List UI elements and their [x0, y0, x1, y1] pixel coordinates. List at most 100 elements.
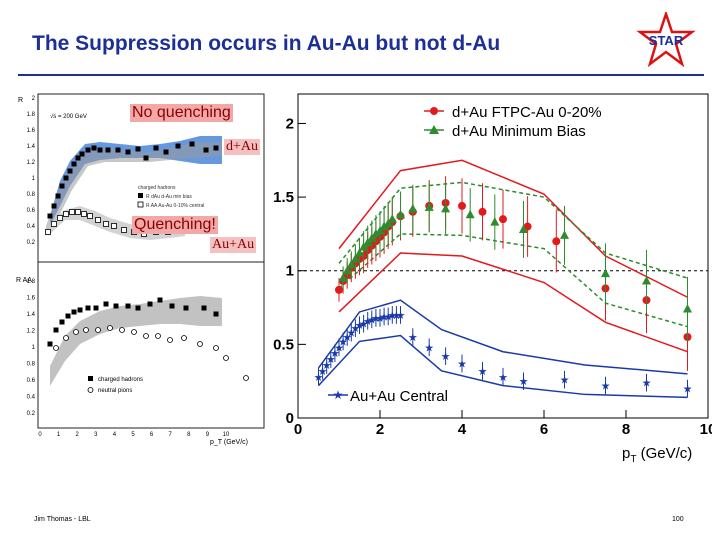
- left-pion-point: [167, 337, 173, 343]
- no-quenching-label: No quenching: [130, 104, 233, 122]
- point-auau: ★: [350, 322, 360, 335]
- left-auau-point: [95, 217, 101, 223]
- top-y-tick-label: 1: [32, 176, 36, 182]
- left-dau-point: [143, 155, 149, 161]
- bottom-legend-filled: [88, 376, 93, 381]
- left-dau-point: [91, 145, 97, 151]
- left-charged-point: [103, 301, 109, 307]
- left-dau-point: [125, 149, 131, 155]
- point-dau-minbias: [683, 304, 692, 313]
- top-y-tick-label: 1.8: [27, 112, 36, 118]
- left-charged-point: [169, 303, 175, 309]
- left-x-tick-label: 0: [38, 432, 42, 438]
- chart-series: ★★★★★★★★★★★★★★★★★★★★★★★★★★ ★ ★ ★ ★ ★ ★: [314, 176, 693, 398]
- left-charged-point: [157, 297, 163, 303]
- point-dau-minbias: [371, 228, 381, 238]
- x-tick-label: 10: [700, 421, 712, 438]
- x-tick-label: 0: [294, 421, 302, 438]
- point-auau: ★: [375, 312, 385, 325]
- auau-bottom-points: [47, 297, 249, 381]
- point-auau: ★: [683, 383, 693, 396]
- top-y-tick-label: 0.8: [27, 192, 36, 198]
- auau-band-bottom: [50, 296, 222, 386]
- point-dau-minbias: [367, 233, 377, 242]
- legend-marker-dau-central: [430, 107, 438, 115]
- point-dau-minbias: [519, 224, 528, 233]
- point-auau: ★: [379, 310, 389, 323]
- footer-author: Jim Thomas - LBL: [34, 516, 91, 523]
- bottom-y-tick-label: 1: [32, 345, 36, 351]
- bottom-legend-2: neutral pions: [98, 388, 132, 394]
- point-auau: ★: [408, 331, 418, 344]
- left-charged-point: [53, 327, 59, 333]
- title-rule: [18, 74, 704, 76]
- legend-marker-filled: [138, 193, 143, 198]
- left-x-tick-label: 2: [76, 432, 80, 438]
- point-auau: ★: [334, 341, 344, 354]
- left-x-tick-label: 10: [223, 432, 230, 438]
- left-auau-point: [63, 211, 69, 217]
- point-dau-minbias: [387, 214, 397, 223]
- point-dau-minbias: [355, 248, 364, 257]
- point-auau: ★: [367, 313, 377, 326]
- point-auau: ★: [342, 331, 352, 344]
- left-dau-point: [71, 161, 77, 167]
- point-dau-minbias: [379, 221, 389, 231]
- legend-marker-auau: ★: [333, 388, 344, 402]
- top-y-tick-label: 0.6: [27, 208, 36, 214]
- band-line: [338, 159, 688, 298]
- y-tick-label: 1.5: [273, 189, 294, 206]
- left-dau-point: [175, 143, 181, 149]
- point-auau: ★: [359, 318, 369, 331]
- legend-label-auau: Au+Au Central: [350, 388, 448, 405]
- slide-title: The Suppression occurs in Au-Au but not …: [32, 32, 501, 55]
- top-y-tick-label: 1.6: [27, 128, 36, 134]
- x-tick-label: 6: [540, 421, 548, 438]
- left-dau-point: [67, 168, 73, 174]
- left-auau-point: [57, 215, 63, 221]
- left-dau-point: [203, 147, 209, 153]
- left-auau-point: [45, 229, 51, 235]
- left-legend-item-1: R dAu d-Au min bias: [146, 194, 192, 200]
- left-charged-point: [85, 305, 91, 311]
- point-auau: ★: [396, 309, 406, 322]
- left-x-tick-label: 9: [206, 432, 210, 438]
- x-tick-label: 4: [458, 421, 467, 438]
- star-logo: STAR: [636, 12, 696, 68]
- point-dau-minbias: [424, 202, 434, 211]
- left-auau-point: [75, 209, 81, 215]
- left-legend-title: charged hadrons: [138, 185, 176, 191]
- y-tick-label: 0.5: [273, 336, 294, 353]
- left-pion-point: [243, 375, 249, 381]
- point-auau: ★: [330, 347, 340, 360]
- left-x-tick-label: 1: [57, 432, 61, 438]
- left-x-tick-label: 8: [187, 432, 191, 438]
- left-pion-point: [155, 333, 161, 339]
- left-x-tick-label: 4: [113, 432, 117, 438]
- bottom-legend-1: charged hadrons: [98, 377, 143, 383]
- point-auau: ★: [363, 315, 373, 328]
- left-dau-point: [79, 151, 85, 157]
- point-dau-minbias: [383, 218, 393, 228]
- point-dau-minbias: [375, 225, 385, 235]
- bottom-y-tick-label: 1.4: [27, 312, 36, 318]
- x-tick-label: 2: [376, 421, 384, 438]
- top-y-tick-label: 1.2: [27, 160, 36, 166]
- left-legend-item-2: R AA Au-Au 0-10% central: [146, 203, 204, 209]
- left-charged-point: [201, 305, 207, 311]
- bottom-y-ticks: 1.8 1.6 1.4 1.2 1 0.8 0.6 0.4 0.2: [27, 279, 36, 417]
- point-dau-central: [458, 201, 466, 210]
- point-auau: ★: [519, 375, 529, 388]
- point-dau-minbias: [359, 242, 369, 251]
- left-x-tick-label: 7: [169, 432, 173, 438]
- left-charged-point: [93, 305, 99, 311]
- top-y-tick-label: 2: [32, 96, 36, 102]
- point-auau: ★: [601, 380, 611, 393]
- left-dau-point: [115, 147, 121, 153]
- left-dau-point: [47, 213, 53, 219]
- point-auau: ★: [322, 359, 332, 372]
- band-line: [338, 252, 688, 353]
- chart-ticks: 0 2 4 6 8 10 0 0.5 1 1.5 2: [273, 115, 712, 438]
- band-line: [338, 181, 688, 279]
